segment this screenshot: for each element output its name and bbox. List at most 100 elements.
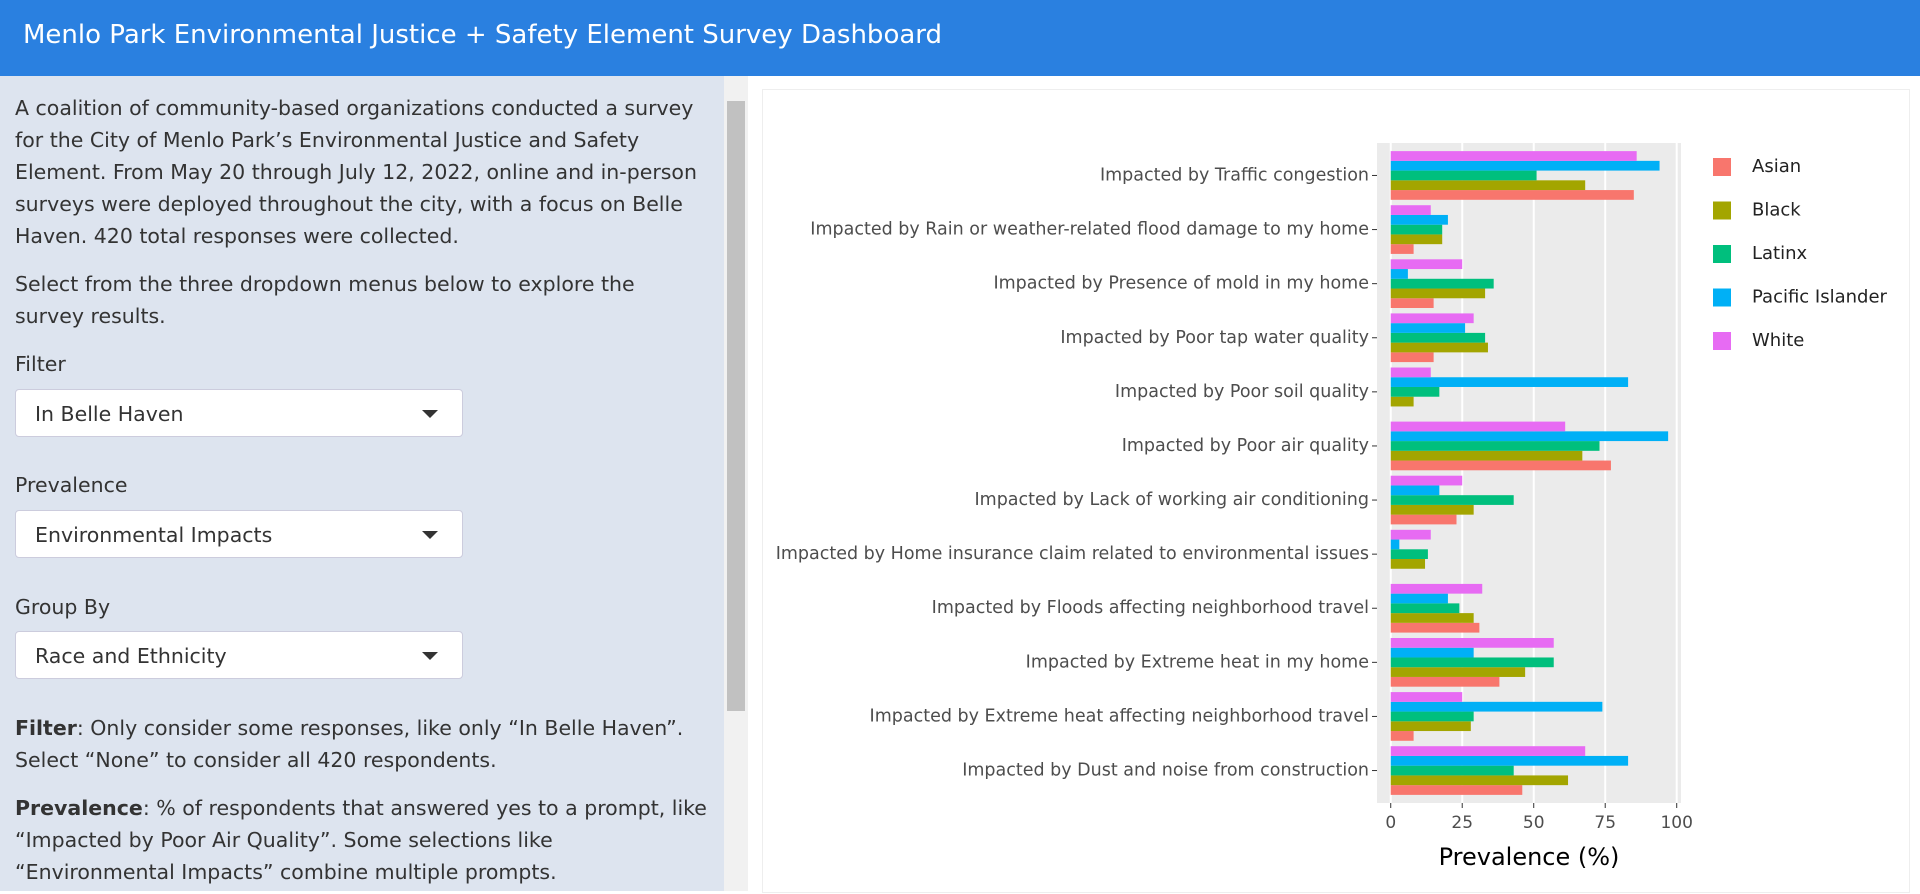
bar — [1390, 180, 1586, 191]
app-title: Menlo Park Environmental Justice + Safet… — [23, 20, 943, 50]
legend-key — [1713, 245, 1731, 263]
bar — [1390, 214, 1448, 225]
y-tick-label: Impacted by Poor tap water quality — [1060, 328, 1369, 348]
bar — [1390, 367, 1431, 378]
legend-label: White — [1752, 330, 1804, 351]
y-tick-label: Impacted by Traffic congestion — [1100, 165, 1369, 185]
dropdown[interactable]: Environmental Impacts — [15, 510, 463, 558]
instruction: Select from the three dropdown menus bel… — [15, 272, 635, 328]
legend-label: Pacific Islander — [1752, 287, 1888, 308]
bar — [1390, 421, 1566, 432]
bar — [1390, 711, 1474, 722]
bar — [1390, 170, 1537, 181]
bar — [1390, 583, 1483, 594]
dropdown-value: Race and Ethnicity — [35, 644, 227, 668]
bar — [1390, 151, 1637, 161]
x-tick-label: 50 — [1523, 813, 1545, 833]
bar — [1390, 638, 1554, 648]
bar — [1390, 593, 1448, 604]
y-tick-label: Impacted by Rain or weather-related floo… — [810, 220, 1369, 240]
bar — [1390, 396, 1414, 407]
bar — [1390, 431, 1669, 442]
note-term: Filter — [15, 716, 77, 740]
bar — [1390, 667, 1526, 677]
bar — [1390, 657, 1554, 668]
chart-panel: 0 25 50 75 100 Impacted by Traffic congestion… — [762, 89, 1910, 893]
y-tick-label: Impacted by Dust and noise from construc… — [962, 761, 1369, 781]
bar — [1390, 676, 1500, 687]
x-axis-title: Prevalence (%) — [1439, 843, 1620, 871]
bar — [1390, 278, 1494, 289]
header: Menlo Park Environmental Justice + Safet… — [0, 0, 1920, 76]
dropdown[interactable]: In Belle Haven — [15, 389, 463, 437]
legend-label: Asian — [1752, 156, 1801, 177]
legend-label: Black — [1752, 200, 1801, 221]
bar — [1390, 701, 1603, 712]
bar — [1390, 450, 1583, 461]
note: Filter: Only consider some responses, li… — [15, 712, 707, 776]
bar — [1390, 765, 1514, 776]
bar — [1390, 386, 1440, 397]
bar — [1390, 259, 1463, 270]
bar — [1390, 342, 1488, 353]
bar — [1390, 298, 1434, 308]
bar — [1390, 514, 1457, 525]
bar — [1390, 441, 1600, 451]
bar — [1390, 485, 1440, 496]
scrollbar[interactable] — [724, 76, 748, 891]
control-label: Prevalence — [15, 473, 128, 497]
bar — [1390, 622, 1480, 633]
bar — [1390, 205, 1431, 215]
y-tick-label: Impacted by Home insurance claim related… — [776, 544, 1369, 564]
bar — [1390, 692, 1463, 702]
bar — [1390, 746, 1586, 756]
bar — [1390, 323, 1466, 333]
bar — [1390, 647, 1474, 658]
bar — [1390, 269, 1408, 279]
legend-key — [1713, 288, 1731, 307]
bar — [1390, 224, 1443, 235]
legend-key — [1713, 201, 1731, 220]
note: Prevalence: % of respondents that answer… — [15, 792, 707, 888]
y-tick-label: Impacted by Poor air quality — [1122, 436, 1369, 456]
dropdown-value: Environmental Impacts — [35, 523, 273, 547]
bar — [1390, 785, 1523, 795]
note-text: : Only consider some responses, like onl… — [15, 716, 684, 772]
sidebar: A coalition of community-based organizat… — [0, 76, 724, 891]
intro: A coalition of community-based organizat… — [15, 96, 697, 248]
control-label: Filter — [15, 352, 66, 376]
scroll-thumb[interactable] — [727, 101, 745, 711]
legend-key — [1713, 332, 1731, 350]
chart: 0 25 50 75 100 Impacted by Traffic congestion… — [776, 143, 1888, 871]
bar — [1390, 549, 1428, 560]
bar — [1390, 495, 1514, 505]
y-tick-label: Impacted by Floods affecting neighborhoo… — [932, 598, 1369, 618]
bar — [1390, 377, 1629, 387]
bar — [1390, 190, 1634, 200]
dropdown[interactable]: Race and Ethnicity — [15, 631, 463, 679]
y-tick-label: Impacted by Lack of working air conditio… — [974, 490, 1369, 510]
y-tick-label: Impacted by Extreme heat in my home — [1026, 652, 1369, 672]
control-label: Group By — [15, 595, 111, 619]
bar — [1390, 559, 1426, 569]
bar — [1390, 775, 1569, 786]
bar — [1390, 504, 1474, 515]
bar — [1390, 288, 1486, 299]
bar — [1390, 613, 1474, 623]
bar — [1390, 755, 1629, 766]
y-tick-label: Impacted by Presence of mold in my home — [993, 274, 1369, 294]
y-tick-label: Impacted by Poor soil quality — [1115, 382, 1369, 402]
legend-key — [1713, 158, 1731, 176]
bar — [1390, 234, 1443, 245]
bar — [1390, 721, 1471, 732]
note-term: Prevalence — [15, 796, 143, 820]
legend-label: Latinx — [1752, 243, 1808, 264]
bar — [1390, 460, 1611, 471]
dropdown-value: In Belle Haven — [35, 402, 184, 426]
bar — [1390, 731, 1414, 741]
bar — [1390, 313, 1474, 324]
y-tick-label: Impacted by Extreme heat affecting neigh… — [870, 706, 1369, 726]
bar — [1390, 332, 1486, 343]
x-tick-label: 0 — [1385, 813, 1396, 833]
